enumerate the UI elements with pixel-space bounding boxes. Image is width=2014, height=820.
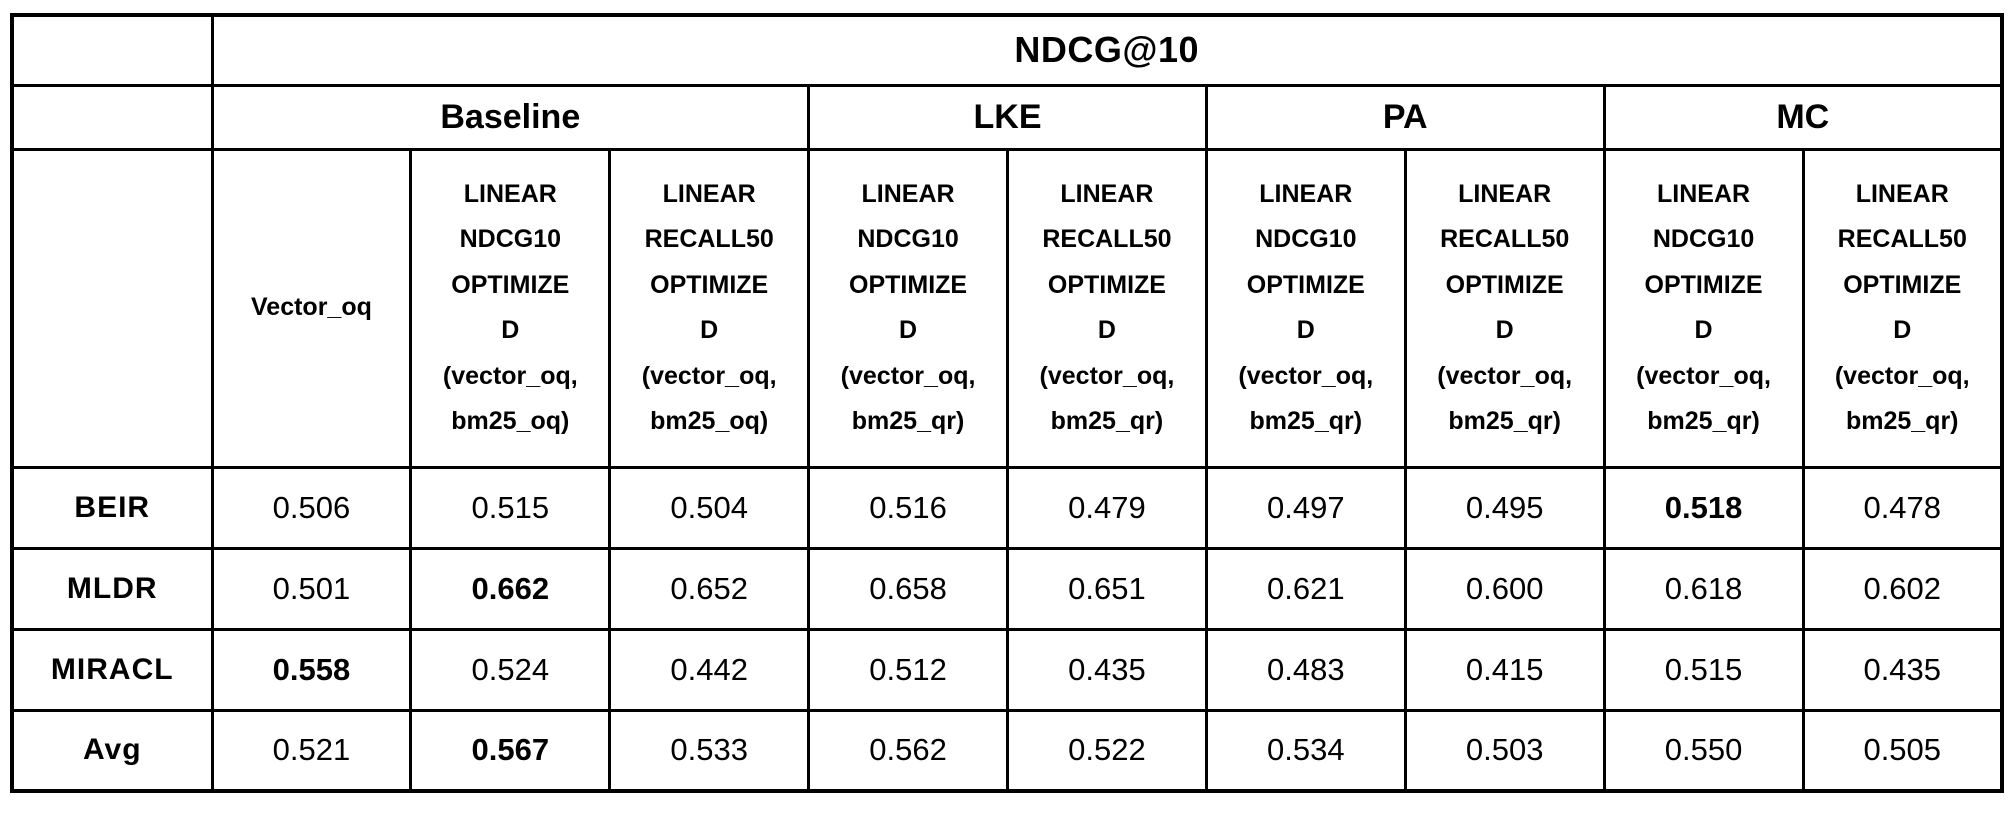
value-cell: 0.495: [1403, 465, 1606, 550]
results-table: NDCG@10 Baseline LKE PA MC Vector_oq LINE…: [10, 13, 2004, 793]
column-header-cell: LINEAR RECALL50 OPTIMIZE D (vector_oq, b…: [1006, 147, 1208, 469]
value-cell: 0.506: [210, 465, 413, 550]
column-header-cell: LINEAR NDCG10 OPTIMIZE D (vector_oq, bm2…: [807, 147, 1009, 469]
value-cell: 0.479: [1006, 465, 1208, 550]
row-label-miracl: MIRACL: [10, 627, 214, 712]
column-header-cell: LINEAR NDCG10 OPTIMIZE D (vector_oq, bm2…: [409, 147, 612, 469]
table-title: NDCG@10: [210, 13, 2004, 87]
table-row: MIRACL 0.558 0.524 0.442 0.512 0.435 0.483 0.41…: [10, 627, 2004, 712]
group-header-mc: MC: [1602, 83, 2004, 151]
title-row: NDCG@10: [10, 13, 2004, 87]
value-cell: 0.515: [1602, 627, 1805, 712]
corner-cell: [10, 83, 214, 151]
value-cell: 0.483: [1204, 627, 1407, 712]
group-header-row: Baseline LKE PA MC: [10, 83, 2004, 151]
table-body: BEIR 0.506 0.515 0.504 0.516 0.479 0.497 0.495 0…: [10, 465, 2004, 793]
column-header-cell: LINEAR RECALL50 OPTIMIZE D (vector_oq, b…: [1801, 147, 2004, 469]
row-label-beir: BEIR: [10, 465, 214, 550]
group-header-pa: PA: [1204, 83, 1606, 151]
group-header-lke: LKE: [807, 83, 1208, 151]
value-cell: 0.435: [1801, 627, 2004, 712]
value-cell: 0.662: [409, 546, 612, 631]
value-cell: 0.478: [1801, 465, 2004, 550]
column-header-cell: Vector_oq: [210, 147, 413, 469]
value-cell: 0.415: [1403, 627, 1606, 712]
value-cell: 0.524: [409, 627, 612, 712]
table-row: BEIR 0.506 0.515 0.504 0.516 0.479 0.497 0.495 0…: [10, 465, 2004, 550]
value-cell: 0.516: [807, 465, 1009, 550]
column-header-cell: LINEAR RECALL50 OPTIMIZE D (vector_oq, b…: [1403, 147, 1606, 469]
value-cell: 0.521: [210, 708, 413, 793]
value-cell: 0.602: [1801, 546, 2004, 631]
value-cell: 0.501: [210, 546, 413, 631]
table-header: NDCG@10 Baseline LKE PA MC Vector_oq LINE…: [10, 13, 2004, 469]
value-cell: 0.435: [1006, 627, 1208, 712]
table-row: Avg 0.521 0.567 0.533 0.562 0.522 0.534 0.503 0.…: [10, 708, 2004, 793]
value-cell: 0.558: [210, 627, 413, 712]
corner-cell: [10, 147, 214, 469]
value-cell: 0.497: [1204, 465, 1407, 550]
column-header-cell: LINEAR RECALL50 OPTIMIZE D (vector_oq, b…: [608, 147, 811, 469]
group-header-baseline: Baseline: [210, 83, 811, 151]
value-cell: 0.621: [1204, 546, 1407, 631]
value-cell: 0.522: [1006, 708, 1208, 793]
column-header-cell: LINEAR NDCG10 OPTIMIZE D (vector_oq, bm2…: [1602, 147, 1805, 469]
corner-cell: [10, 13, 214, 87]
value-cell: 0.442: [608, 627, 811, 712]
row-label-avg: Avg: [10, 708, 214, 793]
value-cell: 0.518: [1602, 465, 1805, 550]
value-cell: 0.652: [608, 546, 811, 631]
column-header-cell: LINEAR NDCG10 OPTIMIZE D (vector_oq, bm2…: [1204, 147, 1407, 469]
value-cell: 0.512: [807, 627, 1009, 712]
value-cell: 0.515: [409, 465, 612, 550]
column-header-row: Vector_oq LINEAR NDCG10 OPTIMIZE D (vecto…: [10, 147, 2004, 469]
value-cell: 0.505: [1801, 708, 2004, 793]
value-cell: 0.503: [1403, 708, 1606, 793]
value-cell: 0.533: [608, 708, 811, 793]
value-cell: 0.504: [608, 465, 811, 550]
value-cell: 0.534: [1204, 708, 1407, 793]
row-label-mldr: MLDR: [10, 546, 214, 631]
value-cell: 0.658: [807, 546, 1009, 631]
value-cell: 0.567: [409, 708, 612, 793]
value-cell: 0.600: [1403, 546, 1606, 631]
value-cell: 0.618: [1602, 546, 1805, 631]
value-cell: 0.562: [807, 708, 1009, 793]
results-table-container: NDCG@10 Baseline LKE PA MC Vector_oq LINE…: [10, 13, 2004, 793]
value-cell: 0.550: [1602, 708, 1805, 793]
table-row: MLDR 0.501 0.662 0.652 0.658 0.651 0.621 0.600 0…: [10, 546, 2004, 631]
value-cell: 0.651: [1006, 546, 1208, 631]
